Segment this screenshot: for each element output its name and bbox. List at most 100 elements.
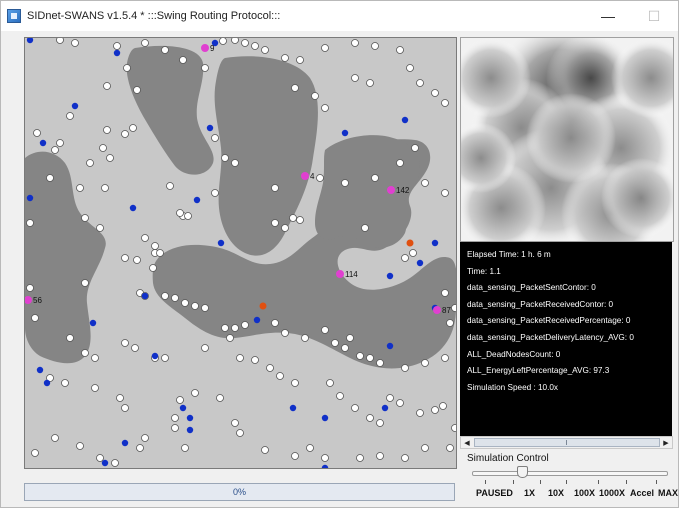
sensor-node[interactable] bbox=[176, 209, 184, 217]
sensor-node[interactable] bbox=[376, 359, 384, 367]
sensor-node[interactable] bbox=[376, 452, 384, 460]
console-horizontal-scrollbar[interactable]: ◀ ▶ bbox=[460, 436, 673, 449]
sensor-node[interactable] bbox=[401, 454, 409, 462]
sensor-node[interactable] bbox=[441, 354, 449, 362]
sensor-node[interactable] bbox=[416, 409, 424, 417]
sensor-node[interactable] bbox=[439, 402, 447, 410]
sensor-node[interactable] bbox=[31, 314, 39, 322]
sensor-node[interactable] bbox=[76, 184, 84, 192]
sensor-node[interactable] bbox=[356, 352, 364, 360]
sensor-node[interactable] bbox=[123, 64, 131, 72]
sensor-node[interactable] bbox=[366, 414, 374, 422]
active-node[interactable] bbox=[121, 439, 129, 447]
scrollbar-thumb[interactable] bbox=[474, 438, 660, 447]
speed-label-1x[interactable]: 1X bbox=[524, 488, 536, 498]
active-node[interactable] bbox=[186, 426, 194, 434]
active-node[interactable] bbox=[71, 102, 79, 110]
sensor-node[interactable] bbox=[356, 454, 364, 462]
sensor-node[interactable] bbox=[96, 454, 104, 462]
sensor-node[interactable] bbox=[396, 399, 404, 407]
sensor-node[interactable] bbox=[241, 321, 249, 329]
sensor-node[interactable] bbox=[416, 79, 424, 87]
sensor-node[interactable] bbox=[341, 179, 349, 187]
sensor-node[interactable] bbox=[226, 334, 234, 342]
labeled-node[interactable] bbox=[201, 44, 209, 52]
sensor-node[interactable] bbox=[276, 372, 284, 380]
active-node[interactable] bbox=[321, 414, 329, 422]
sensor-node[interactable] bbox=[321, 454, 329, 462]
active-node[interactable] bbox=[179, 404, 187, 412]
sensor-node[interactable] bbox=[271, 184, 279, 192]
sensor-node[interactable] bbox=[33, 129, 41, 137]
sensor-node[interactable] bbox=[366, 354, 374, 362]
sensor-node[interactable] bbox=[121, 254, 129, 262]
speed-label-100x[interactable]: 100X bbox=[574, 488, 596, 498]
sensor-node[interactable] bbox=[296, 56, 304, 64]
sensor-node[interactable] bbox=[281, 224, 289, 232]
sensor-node[interactable] bbox=[99, 144, 107, 152]
labeled-node[interactable] bbox=[433, 306, 441, 314]
sensor-node[interactable] bbox=[396, 46, 404, 54]
sensor-node[interactable] bbox=[26, 284, 34, 292]
speed-label-paused[interactable]: PAUSED bbox=[476, 488, 513, 498]
active-node[interactable] bbox=[186, 414, 194, 422]
sensor-node[interactable] bbox=[113, 42, 121, 50]
sensor-node[interactable] bbox=[46, 374, 54, 382]
sensor-node[interactable] bbox=[351, 39, 359, 47]
active-node[interactable] bbox=[26, 194, 34, 202]
sensor-node[interactable] bbox=[171, 294, 179, 302]
sensor-node[interactable] bbox=[121, 130, 129, 138]
sensor-node[interactable] bbox=[231, 419, 239, 427]
sensor-node[interactable] bbox=[321, 104, 329, 112]
active-node[interactable] bbox=[141, 292, 149, 300]
alert-node[interactable] bbox=[406, 239, 414, 247]
sensor-node[interactable] bbox=[421, 444, 429, 452]
scroll-left-arrow-icon[interactable]: ◀ bbox=[464, 439, 470, 447]
speed-label-1000x[interactable]: 1000X bbox=[599, 488, 626, 498]
active-node[interactable] bbox=[43, 379, 51, 387]
sensor-node[interactable] bbox=[81, 214, 89, 222]
sensor-node[interactable] bbox=[171, 414, 179, 422]
sensor-node[interactable] bbox=[231, 159, 239, 167]
sensor-node[interactable] bbox=[71, 39, 79, 47]
sensor-node[interactable] bbox=[221, 154, 229, 162]
sensor-node[interactable] bbox=[136, 444, 144, 452]
sensor-node[interactable] bbox=[181, 299, 189, 307]
sensor-node[interactable] bbox=[346, 334, 354, 342]
sensor-node[interactable] bbox=[211, 134, 219, 142]
active-node[interactable] bbox=[39, 139, 47, 147]
sensor-node[interactable] bbox=[351, 74, 359, 82]
sensor-node[interactable] bbox=[86, 159, 94, 167]
sensor-node[interactable] bbox=[331, 339, 339, 347]
sensor-node[interactable] bbox=[421, 179, 429, 187]
sensor-node[interactable] bbox=[251, 356, 259, 364]
sensor-node[interactable] bbox=[201, 344, 209, 352]
sensor-node[interactable] bbox=[161, 46, 169, 54]
sensor-node[interactable] bbox=[446, 444, 454, 452]
sensor-node[interactable] bbox=[296, 216, 304, 224]
sensor-node[interactable] bbox=[306, 444, 314, 452]
sensor-node[interactable] bbox=[116, 394, 124, 402]
sensor-node[interactable] bbox=[281, 54, 289, 62]
sensor-node[interactable] bbox=[103, 82, 111, 90]
sensor-node[interactable] bbox=[131, 344, 139, 352]
sensor-node[interactable] bbox=[316, 174, 324, 182]
speed-label-accel[interactable]: Accel bbox=[630, 488, 655, 498]
sensor-node[interactable] bbox=[321, 44, 329, 52]
sensor-node[interactable] bbox=[251, 42, 259, 50]
sensor-node[interactable] bbox=[351, 404, 359, 412]
sensor-node[interactable] bbox=[46, 174, 54, 182]
active-node[interactable] bbox=[101, 459, 109, 467]
sensor-node[interactable] bbox=[451, 304, 457, 312]
sensor-node[interactable] bbox=[446, 319, 454, 327]
sensor-node[interactable] bbox=[66, 334, 74, 342]
sensor-node[interactable] bbox=[81, 279, 89, 287]
sensor-node[interactable] bbox=[236, 429, 244, 437]
sensor-node[interactable] bbox=[179, 56, 187, 64]
active-node[interactable] bbox=[321, 464, 329, 468]
sensor-node[interactable] bbox=[133, 256, 141, 264]
sensor-node[interactable] bbox=[231, 38, 239, 44]
sensor-node[interactable] bbox=[201, 64, 209, 72]
sensor-node[interactable] bbox=[76, 442, 84, 450]
active-node[interactable] bbox=[129, 204, 137, 212]
